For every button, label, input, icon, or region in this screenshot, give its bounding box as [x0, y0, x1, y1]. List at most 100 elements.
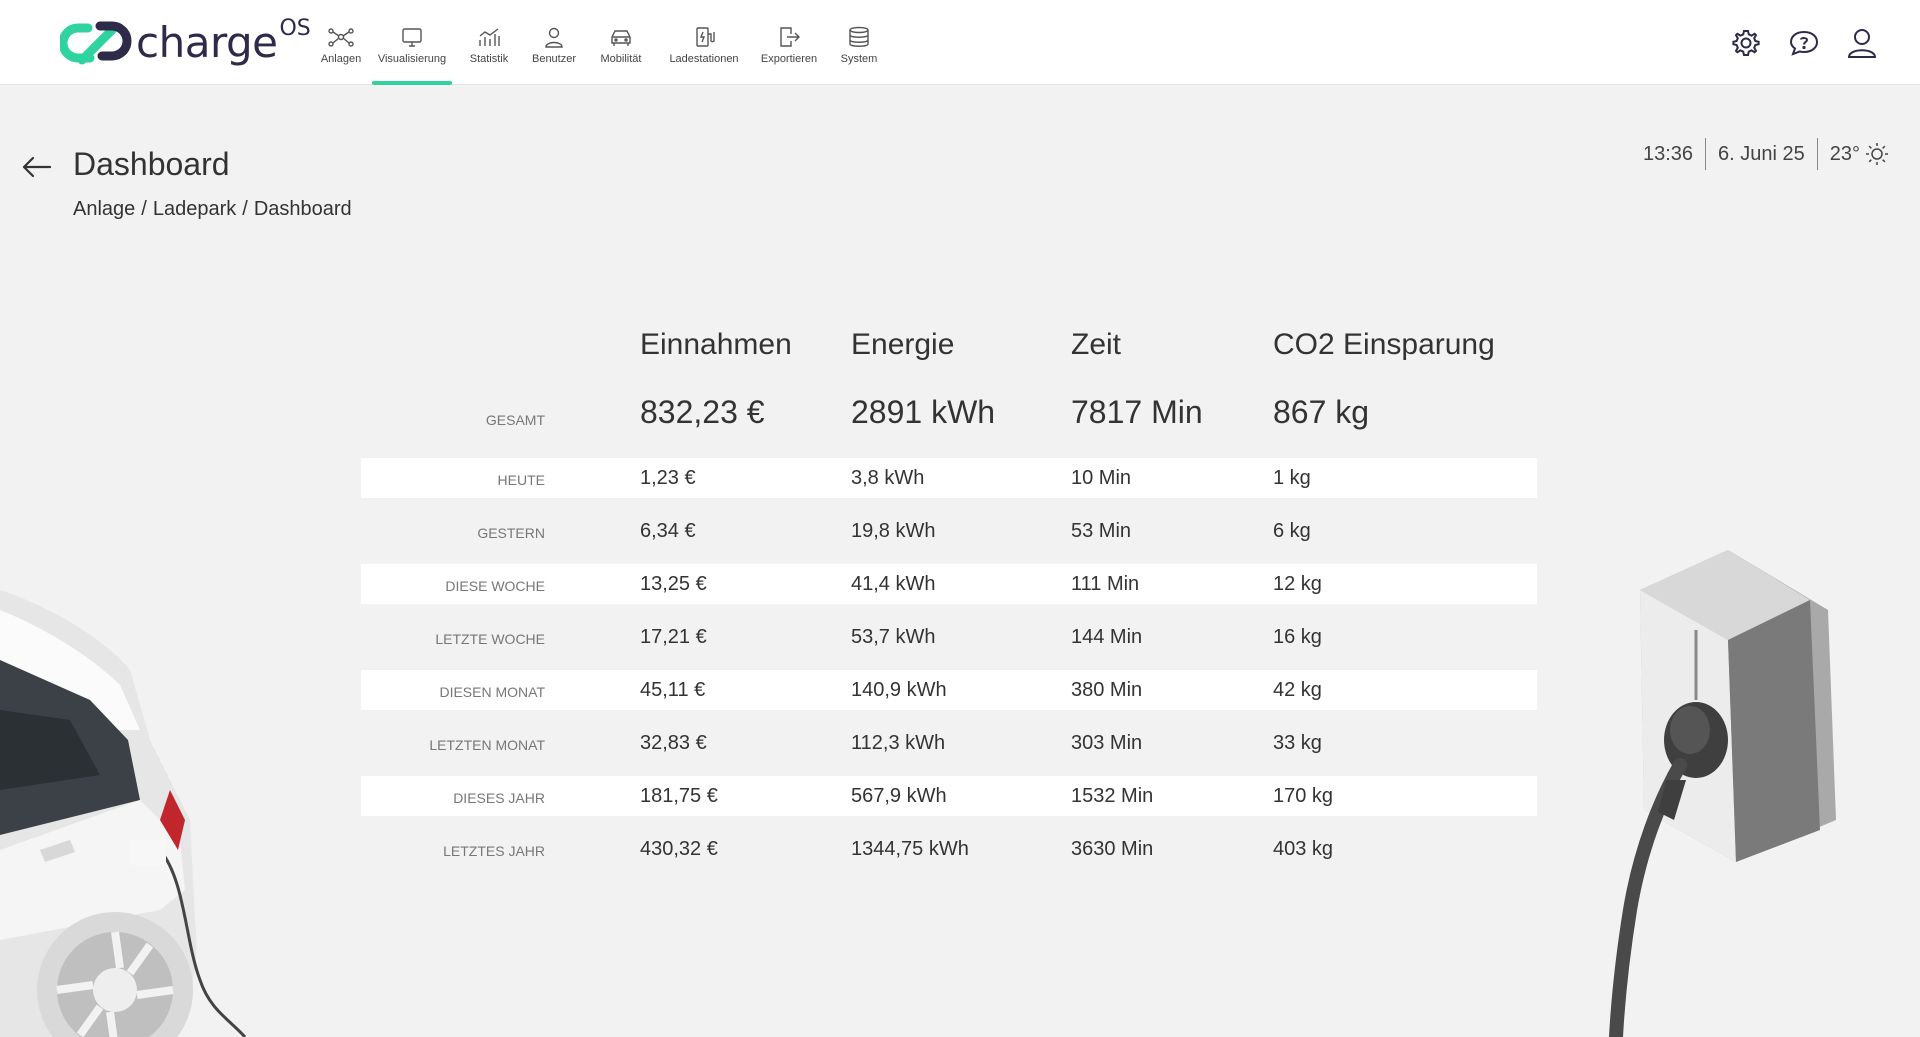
row-stripe: [361, 458, 1537, 498]
table-cell: 1532 Min: [1071, 785, 1154, 807]
total-value: 867 kg: [1273, 394, 1370, 430]
arrow-left-icon: [22, 156, 52, 178]
column-header-energie: Energie: [851, 328, 955, 361]
account-button[interactable]: [1846, 26, 1878, 60]
row-label: LETZTES JAHR: [443, 843, 545, 859]
nav-item-system[interactable]: System: [830, 0, 888, 85]
nav-label: System: [840, 53, 878, 65]
nav-label: Ladestationen: [669, 53, 739, 65]
table-header: Einnahmen Energie Zeit CO2 Einsparung: [361, 320, 1537, 376]
row-label: DIESE WOCHE: [445, 578, 545, 594]
row-label: LETZTE WOCHE: [435, 631, 545, 647]
table-cell: 170 kg: [1273, 785, 1334, 807]
charging-station-icon: [696, 27, 715, 47]
network-icon: [328, 28, 354, 47]
table-cell: 567,9 kWh: [851, 785, 947, 807]
status-bar: 13:36 6. Juni 25 23°: [1643, 138, 1890, 170]
table-cell: 45,11 €: [640, 679, 706, 701]
stats-table: Einnahmen Energie Zeit CO2 Einsparung GE…: [361, 320, 1537, 876]
table-cell: 181,75 €: [640, 785, 718, 807]
breadcrumb-item-ladepark[interactable]: Ladepark: [152, 198, 237, 220]
table-cell: 403 kg: [1273, 838, 1334, 860]
top-bar: charge OS Anlagen Visualisierung Statist…: [0, 0, 1920, 85]
table-cell: 3,8 kWh: [851, 467, 925, 489]
breadcrumb-item-anlage[interactable]: Anlage: [73, 198, 136, 220]
table-row: LETZTES JAHR 430,32 € 1344,75 kWh 3630 Min 4…: [361, 823, 1537, 876]
table-row: LETZTEN MONAT 32,83 € 112,3 kWh 303 Min 33 k…: [361, 717, 1537, 770]
total-row: GESAMT 832,23 € 2891 kWh 7817 Min 867 kg: [361, 376, 1537, 452]
table-cell: 12 kg: [1273, 573, 1322, 595]
table-cell: 303 Min: [1071, 732, 1143, 754]
table-cell: 10 Min: [1071, 467, 1132, 489]
logo-mark-icon: [60, 21, 132, 65]
main-nav: Anlagen Visualisierung Statistik Benutze…: [310, 0, 888, 85]
table-cell: 112,3 kWh: [851, 732, 946, 754]
row-stripe: [361, 670, 1537, 710]
table-cell: 33 kg: [1273, 732, 1322, 754]
table-cell: 13,25 €: [640, 573, 707, 595]
chargeos-logo[interactable]: charge OS: [60, 16, 311, 68]
nav-label: Visualisierung: [377, 53, 447, 65]
help-chat-icon: [1789, 30, 1819, 56]
sun-icon: [1866, 143, 1888, 165]
breadcrumb-item-dashboard[interactable]: Dashboard: [253, 198, 352, 220]
car-icon: [611, 30, 631, 46]
help-button[interactable]: [1788, 26, 1820, 60]
table-cell: 16 kg: [1273, 626, 1322, 648]
table-row: GESTERN 6,34 € 19,8 kWh 53 Min 6 kg: [361, 505, 1537, 558]
nav-label: Benutzer: [531, 53, 577, 65]
logo-text: charge: [136, 17, 278, 67]
top-right-icons: [1730, 26, 1878, 60]
table-cell: 6,34 €: [640, 520, 696, 542]
nav-item-anlagen[interactable]: Anlagen: [310, 0, 372, 85]
table-cell: 42 kg: [1273, 679, 1322, 701]
table-cell: 53 Min: [1071, 520, 1132, 542]
current-date: 6. Juni 25: [1718, 142, 1805, 165]
table-cell: 53,7 kWh: [851, 626, 936, 648]
row-label: HEUTE: [497, 472, 545, 488]
column-header-einnahmen: Einnahmen: [640, 328, 792, 361]
table-cell: 41,4 kWh: [851, 573, 936, 595]
monitor-icon: [402, 28, 422, 47]
divider: [1705, 138, 1707, 170]
table-cell: 3630 Min: [1071, 838, 1154, 860]
divider: [1816, 138, 1818, 170]
nav-item-statistik[interactable]: Statistik: [452, 0, 526, 85]
wallbox-charger-illustration: [1609, 550, 1836, 1037]
table-cell: 140,9 kWh: [851, 679, 947, 701]
nav-item-exportieren[interactable]: Exportieren: [748, 0, 830, 85]
row-stripe: [361, 564, 1537, 604]
row-label: GESAMT: [485, 412, 545, 428]
table-row: LETZTE WOCHE 17,21 € 53,7 kWh 144 Min 16 kg: [361, 611, 1537, 664]
table-cell: 1 kg: [1273, 467, 1311, 489]
clock-time: 13:36: [1642, 142, 1694, 165]
logo-superscript: OS: [279, 15, 311, 41]
table-cell: 380 Min: [1071, 679, 1143, 701]
table-cell: 6 kg: [1273, 520, 1311, 542]
nav-item-visualisierung[interactable]: Visualisierung: [372, 0, 452, 85]
column-header-zeit: Zeit: [1071, 328, 1122, 361]
back-button[interactable]: [20, 152, 54, 182]
database-icon: [849, 26, 869, 47]
table-cell: 32,83 €: [640, 732, 707, 754]
table-cell: 1,23 €: [640, 467, 696, 489]
account-icon: [1847, 29, 1877, 58]
table-row: DIESE WOCHE 13,25 € 41,4 kWh 111 Min 12 kg: [361, 558, 1537, 611]
nav-item-mobilitaet[interactable]: Mobilität: [582, 0, 660, 85]
nav-label: Mobilität: [600, 53, 642, 65]
table-cell: 17,21 €: [640, 626, 707, 648]
temperature: 23°: [1829, 142, 1860, 165]
nav-label: Statistik: [469, 53, 509, 65]
row-label: DIESEN MONAT: [439, 684, 545, 700]
table-cell: 19,8 kWh: [851, 520, 936, 542]
nav-item-benutzer[interactable]: Benutzer: [526, 0, 582, 85]
table-cell: 1344,75 kWh: [851, 838, 969, 860]
settings-button[interactable]: [1730, 26, 1762, 60]
nav-item-ladestationen[interactable]: Ladestationen: [660, 0, 748, 85]
table-row: HEUTE 1,23 € 3,8 kWh 10 Min 1 kg: [361, 452, 1537, 505]
breadcrumb-separator: /: [242, 198, 248, 220]
row-label: DIESES JAHR: [453, 790, 545, 806]
column-header-co2: CO2 Einsparung: [1273, 328, 1495, 361]
period-rows: HEUTE 1,23 € 3,8 kWh 10 Min 1 kg GESTERN 6,34 …: [361, 452, 1537, 876]
table-cell: 430,32 €: [640, 838, 718, 860]
